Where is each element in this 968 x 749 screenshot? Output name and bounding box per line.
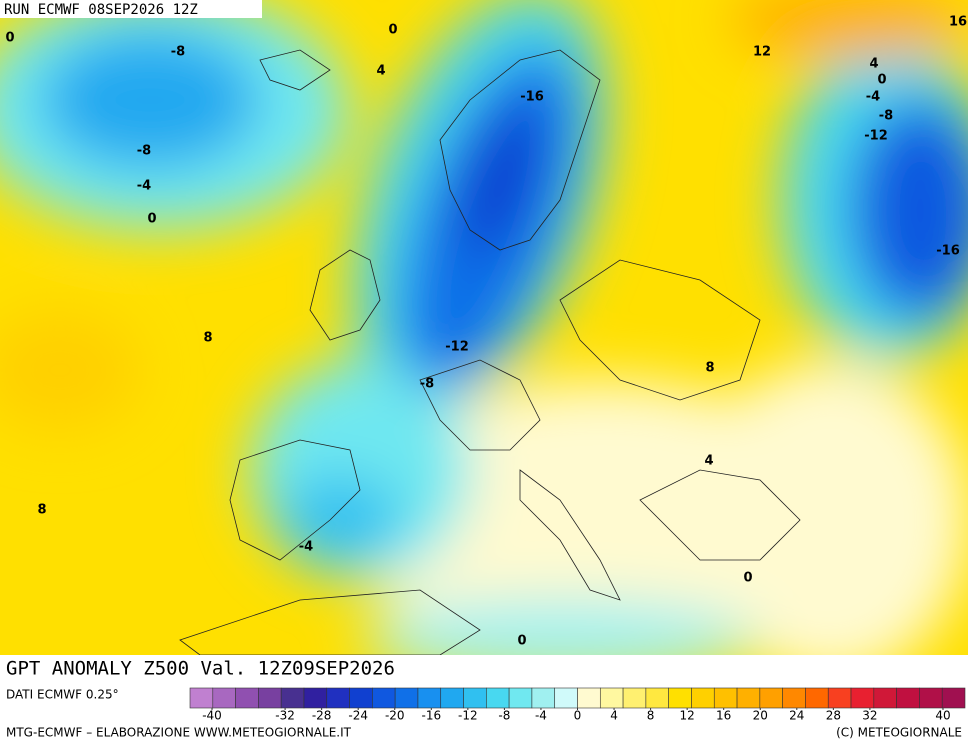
contour-label: -16: [520, 90, 544, 105]
colorbar-swatch: [713, 687, 738, 709]
colorbar-swatch: [759, 687, 783, 709]
map-title: GPT ANOMALY Z500 Val. 12Z09SEP2026: [6, 658, 395, 680]
colorbar-swatch: [827, 687, 852, 709]
colorbar-swatch: [486, 687, 510, 709]
contour-label: 0: [147, 212, 156, 227]
colorbar-tick-label: -32: [275, 709, 295, 723]
colorbar-swatch: [599, 687, 624, 709]
colorbar-swatch: [303, 687, 328, 709]
contour-label: -4: [137, 179, 151, 194]
header-box: [0, 0, 262, 18]
contour-label: 4: [869, 57, 878, 72]
colorbar-swatch: [280, 687, 305, 709]
colorbar-swatch: [372, 687, 396, 709]
colorbar-swatch: [645, 687, 669, 709]
contour-label: 0: [877, 73, 886, 88]
contour-label: -4: [866, 90, 880, 105]
contour-label: -12: [864, 129, 888, 144]
colorbar-tick-label: 24: [789, 709, 804, 723]
colorbar-swatch: [554, 687, 578, 709]
colorbar-swatch: [326, 687, 350, 709]
contour-label: -8: [879, 109, 893, 124]
colorbar-tick-label: -24: [348, 709, 368, 723]
colorbar-swatch: [782, 687, 806, 709]
contour-label: 0: [5, 31, 14, 46]
colorbar-swatch: [394, 687, 419, 709]
contour-label: -8: [171, 45, 185, 60]
contour-label: 8: [37, 503, 46, 518]
colorbar-swatch: [212, 687, 236, 709]
contour-label: -12: [445, 340, 469, 355]
colorbar-tick-label: 16: [716, 709, 731, 723]
colorbar-tick-label: 40: [935, 709, 950, 723]
colorbar-tick-label: -8: [498, 709, 510, 723]
colorbar-swatch: [417, 687, 442, 709]
colorbar-swatch: [258, 687, 282, 709]
contour-label: 0: [517, 634, 526, 649]
colorbar-swatch: [805, 687, 829, 709]
colorbar-swatch: [873, 687, 897, 709]
colorbar-swatch: [896, 687, 920, 709]
colorbar-swatch: [189, 687, 214, 709]
colorbar-tick-label: 12: [680, 709, 695, 723]
title-box: [0, 655, 438, 681]
colorbar-tick-label: 32: [862, 709, 877, 723]
contour-label: -8: [420, 377, 434, 392]
footer-right: (C) METEOGIORNALE: [836, 726, 962, 740]
colorbar-swatch: [691, 687, 715, 709]
colorbar-swatch: [235, 687, 259, 709]
colorbar-tick-label: 28: [826, 709, 841, 723]
colorbar-tick-label: -20: [385, 709, 405, 723]
colorbar-swatch: [349, 687, 373, 709]
colorbar-swatch: [440, 687, 464, 709]
colorbar-tick-label: -12: [458, 709, 478, 723]
colorbar-tick-label: 8: [647, 709, 655, 723]
colorbar-swatch: [941, 687, 966, 709]
contour-label: 8: [203, 331, 212, 346]
map-field: [0, 0, 968, 655]
contour-label: 8: [705, 361, 714, 376]
colorbar-swatch: [531, 687, 556, 709]
contour-label: 12: [753, 45, 771, 60]
contour-label: 16: [949, 15, 967, 30]
colorbar-swatch: [736, 687, 761, 709]
contour-label: 4: [704, 454, 713, 469]
colorbar-swatch: [622, 687, 647, 709]
contour-label: -8: [137, 144, 151, 159]
colorbar-tick-label: -40: [202, 709, 222, 723]
contour-label: 0: [743, 571, 752, 586]
colorbar-swatch: [919, 687, 943, 709]
colorbar-swatch: [668, 687, 692, 709]
colorbar-swatch: [850, 687, 875, 709]
colorbar-swatch: [577, 687, 601, 709]
run-label: RUN ECMWF 08SEP2026 12Z: [4, 2, 198, 18]
colorbar-tick-label: 20: [753, 709, 768, 723]
contour-label: 0: [388, 23, 397, 38]
colorbar-tick-label: -28: [312, 709, 332, 723]
contour-label: 4: [376, 64, 385, 79]
colorbar-tick-label: -4: [535, 709, 547, 723]
colorbar-tick-label: -16: [421, 709, 441, 723]
footer-left: MTG-ECMWF – ELABORAZIONE WWW.METEOGIORNA…: [6, 726, 352, 740]
contour-label: -16: [936, 244, 960, 259]
colorbar-tick-label: 0: [574, 709, 582, 723]
colorbar-tick-label: 4: [610, 709, 618, 723]
contour-label: -4: [299, 540, 313, 555]
colorbar-swatch: [508, 687, 533, 709]
colorbar-swatch: [463, 687, 487, 709]
source-label: DATI ECMWF 0.25°: [6, 688, 119, 702]
